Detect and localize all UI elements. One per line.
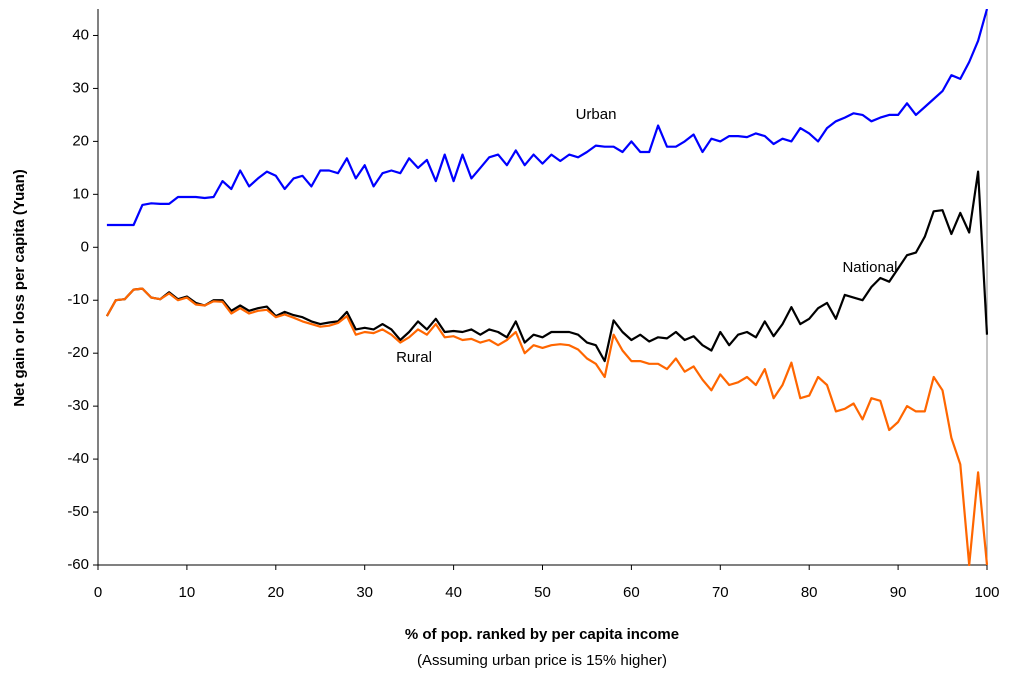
x-tick-label: 40: [445, 584, 462, 601]
series-label: Rural: [396, 349, 432, 366]
series-label: Urban: [576, 106, 617, 123]
x-axis-title: % of pop. ranked by per capita income: [405, 626, 679, 643]
y-tick-label: 0: [81, 238, 89, 255]
x-tick-label: 0: [94, 584, 102, 601]
y-tick-label: 20: [72, 132, 89, 149]
y-tick-label: -40: [67, 450, 89, 467]
x-tick-label: 60: [623, 584, 640, 601]
y-tick-label: 30: [72, 79, 89, 96]
y-axis-title: Net gain or loss per capita (Yuan): [11, 169, 28, 407]
series-line: [105, 287, 988, 566]
y-tick-label: -10: [67, 291, 89, 308]
y-tick-label: 10: [72, 185, 89, 202]
x-tick-label: 80: [801, 584, 818, 601]
subtitle: (Assuming urban price is 15% higher): [417, 652, 667, 669]
series-line: [106, 9, 988, 227]
y-tick-label: -30: [67, 397, 89, 414]
x-tick-label: 90: [890, 584, 907, 601]
y-tick-label: -20: [67, 344, 89, 361]
x-tick-label: 20: [267, 584, 284, 601]
x-tick-label: 70: [712, 584, 729, 601]
series-line: [105, 170, 988, 363]
series-label: National: [842, 259, 897, 276]
x-tick-label: 30: [356, 584, 373, 601]
x-tick-label: 100: [974, 584, 999, 601]
y-tick-label: 40: [72, 26, 89, 43]
plot-area: [105, 9, 988, 566]
y-tick-label: -60: [67, 556, 89, 573]
x-tick-label: 10: [179, 584, 196, 601]
x-tick-label: 50: [534, 584, 551, 601]
y-tick-label: -50: [67, 503, 89, 520]
